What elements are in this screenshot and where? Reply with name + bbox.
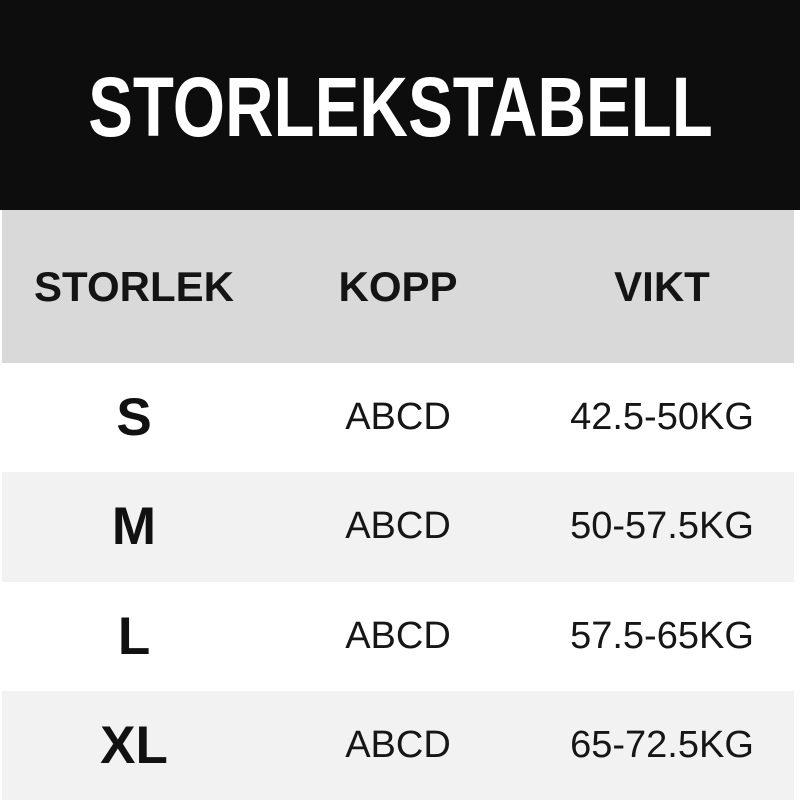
weight-value: 50-57.5KG xyxy=(570,505,754,548)
column-header-size: STORLEK xyxy=(34,262,234,310)
column-header-cup: KOPP xyxy=(338,262,458,310)
weight-value: 65-72.5KG xyxy=(570,723,754,766)
weight-value: 57.5-65KG xyxy=(570,614,754,657)
cup-value: ABCD xyxy=(345,505,451,548)
table-row-l: L ABCD 57.5-65KG xyxy=(2,581,794,691)
size-table: STORLEK KOPP VIKT S ABCD 42.5-50KG M ABC… xyxy=(2,210,794,800)
page-title: STORLEKSTABELL xyxy=(87,59,713,154)
size-value: L xyxy=(117,606,151,666)
size-value: M xyxy=(111,497,157,557)
column-header-weight: VIKT xyxy=(614,262,710,310)
table-row-s: S ABCD 42.5-50KG xyxy=(2,363,794,473)
table-body: S ABCD 42.5-50KG M ABCD 50-57.5KG L ABCD… xyxy=(2,363,794,800)
table-row-xl: XL ABCD 65-72.5KG xyxy=(2,690,794,800)
size-value: XL xyxy=(100,715,168,775)
cup-value: ABCD xyxy=(345,614,451,657)
table-header-row: STORLEK KOPP VIKT xyxy=(2,210,794,363)
table-row-m: M ABCD 50-57.5KG xyxy=(2,472,794,582)
size-value: S xyxy=(116,388,152,448)
cup-value: ABCD xyxy=(345,723,451,766)
cup-value: ABCD xyxy=(345,396,451,439)
weight-value: 42.5-50KG xyxy=(570,396,754,439)
title-banner: STORLEKSTABELL xyxy=(0,0,800,210)
